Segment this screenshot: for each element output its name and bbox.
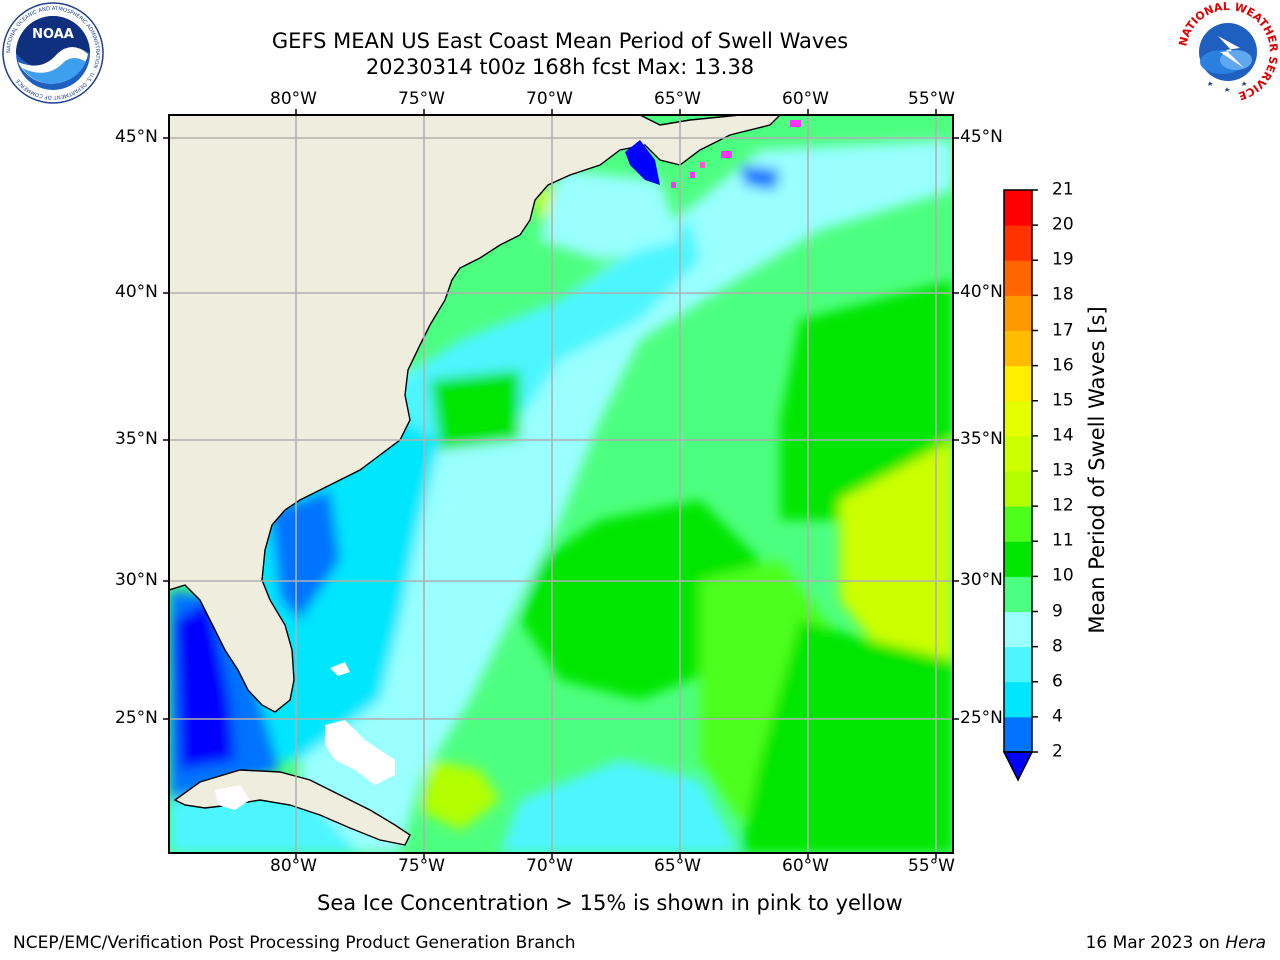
colorbar-bin — [1004, 260, 1032, 296]
swell-period-field — [170, 140, 953, 853]
lon-label-bottom-55w: 55°W — [908, 856, 955, 876]
colorbar-tick-label: 21 — [1052, 179, 1074, 200]
colorbar-tick-label: 8 — [1052, 636, 1063, 657]
colorbar-bin — [1004, 681, 1032, 718]
colorbar-tick-label: 10 — [1052, 565, 1074, 586]
colorbar-tick-label: 13 — [1052, 460, 1074, 481]
chart-title: GEFS MEAN US East Coast Mean Period of S… — [271, 29, 849, 53]
colorbar-extend-arrow — [1002, 751, 1034, 782]
colorbar-bin — [1004, 541, 1032, 577]
lon-label-bottom-70w: 70°W — [526, 856, 573, 876]
lon-label-top-75w: 75°W — [398, 89, 445, 109]
colorbar-bin — [1004, 576, 1032, 612]
colorbar-bin — [1004, 400, 1032, 437]
colorbar-bin — [1004, 295, 1032, 331]
colorbar — [1002, 189, 1038, 782]
colorbar-tick-label: 19 — [1052, 249, 1074, 270]
footer-date: 16 Mar 2023 on Hera — [1085, 933, 1266, 953]
colorbar-bin — [1004, 365, 1032, 402]
sea-ice-note: Sea Ice Concentration > 15% is shown in … — [317, 891, 903, 915]
lon-label-top-80w: 80°W — [270, 89, 317, 109]
footer-machine: Hera — [1225, 933, 1266, 953]
colorbar-tick-label: 11 — [1052, 530, 1074, 551]
lon-label-bottom-75w: 75°W — [398, 856, 445, 876]
colorbar-tick-label: 9 — [1052, 601, 1063, 621]
lat-label-left-30n: 30°N — [115, 570, 158, 590]
lat-label-right-35n: 35°N — [960, 429, 1003, 449]
lon-label-top-65w: 65°W — [654, 89, 701, 109]
colorbar-tick-label: 6 — [1052, 671, 1063, 692]
lat-label-left-45n: 45°N — [115, 127, 158, 147]
colorbar-tick-label: 4 — [1052, 706, 1063, 727]
colorbar-bin — [1004, 471, 1032, 507]
colorbar-bin — [1004, 330, 1032, 367]
lat-label-right-45n: 45°N — [960, 127, 1003, 147]
footer-credit: NCEP/EMC/Verification Post Processing Pr… — [13, 933, 576, 953]
colorbar-bin — [1004, 435, 1032, 472]
lon-label-bottom-80w: 80°W — [270, 856, 317, 876]
colorbar-tick-label: 12 — [1052, 495, 1074, 516]
map-frame — [168, 114, 954, 854]
lat-label-right-30n: 30°N — [960, 570, 1003, 590]
lat-label-left-40n: 40°N — [115, 282, 158, 302]
svg-text:NOAA: NOAA — [32, 27, 74, 42]
graticule — [169, 115, 953, 853]
bahamas-bank — [325, 720, 395, 785]
noaa-logo-icon: NOAA NATIONAL OCEANIC AND ATMOSPHERIC AD… — [2, 2, 104, 104]
colorbar-tick-label: 16 — [1052, 355, 1074, 376]
colorbar-bin — [1004, 716, 1032, 753]
colorbar-tick-label: 14 — [1052, 425, 1074, 446]
colorbar-bin — [1004, 225, 1032, 261]
colorbar-tick-label: 18 — [1052, 284, 1074, 305]
colorbar-bin — [1004, 506, 1032, 542]
lat-label-left-35n: 35°N — [115, 429, 158, 449]
colorbar-tick-label: 2 — [1052, 741, 1063, 762]
lon-label-top-70w: 70°W — [526, 89, 573, 109]
lat-label-right-25n: 25°N — [960, 708, 1003, 728]
us-east-coast-land — [169, 115, 781, 713]
nws-logo-icon: NATIONAL WEATHER SERVICE — [1178, 2, 1278, 102]
lon-label-bottom-60w: 60°W — [782, 856, 829, 876]
colorbar-bin — [1004, 190, 1032, 226]
colorbar-tick-label: 15 — [1052, 390, 1074, 411]
colorbar-tick-label: 17 — [1052, 320, 1074, 340]
lon-label-bottom-65w: 65°W — [654, 856, 701, 876]
colorbar-bin — [1004, 611, 1032, 648]
lon-label-top-55w: 55°W — [908, 89, 955, 109]
lon-label-top-60w: 60°W — [782, 89, 829, 109]
colorbar-bin — [1004, 646, 1032, 683]
chart-subtitle: 20230314 t00z 168h fcst Max: 13.38 — [365, 55, 755, 79]
lat-label-right-40n: 40°N — [960, 282, 1003, 302]
colorbar-tick-label: 20 — [1052, 214, 1074, 235]
lat-label-left-25n: 25°N — [115, 708, 158, 728]
